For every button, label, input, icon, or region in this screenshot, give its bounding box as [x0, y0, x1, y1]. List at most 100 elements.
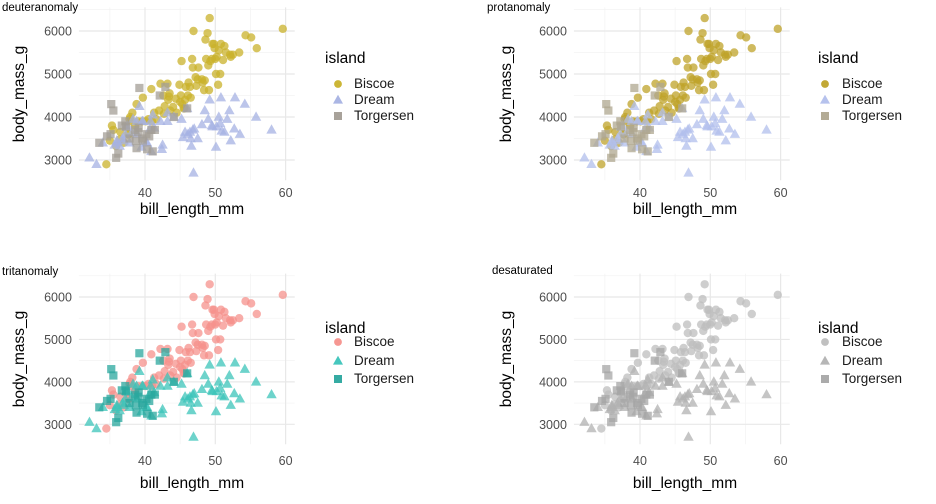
y-tick-label: 3000	[539, 154, 567, 168]
data-point	[125, 134, 134, 143]
data-point	[705, 405, 717, 416]
data-point	[682, 54, 692, 64]
data-point	[239, 363, 251, 373]
data-point	[609, 413, 618, 423]
data-point	[186, 404, 197, 415]
data-point	[698, 113, 709, 123]
data-point	[627, 144, 636, 153]
data-point	[607, 418, 616, 427]
data-point	[609, 149, 618, 158]
points-biscoe	[102, 280, 287, 433]
data-point	[185, 397, 196, 407]
data-point	[711, 69, 720, 79]
data-point	[278, 290, 287, 300]
data-point	[616, 387, 626, 396]
data-point	[252, 44, 261, 53]
data-point	[714, 391, 725, 401]
data-point	[175, 80, 184, 89]
data-point	[183, 369, 192, 378]
x-tick-label: 60	[774, 186, 788, 200]
data-point	[643, 411, 652, 420]
data-point	[761, 388, 772, 399]
data-point	[695, 341, 704, 350]
data-point	[84, 152, 95, 162]
y-axis-title: body_mass_g	[498, 310, 515, 408]
data-point	[710, 117, 721, 128]
data-point	[601, 130, 610, 139]
data-point	[678, 369, 687, 378]
data-point	[161, 82, 170, 91]
data-point	[192, 81, 201, 91]
data-point	[121, 122, 131, 131]
data-point	[177, 56, 186, 66]
data-point	[218, 55, 228, 65]
data-point	[687, 346, 696, 356]
data-point	[710, 92, 722, 102]
data-point	[128, 108, 137, 117]
data-point	[684, 123, 695, 133]
data-point	[222, 113, 233, 123]
data-point	[150, 125, 159, 134]
data-point	[708, 376, 720, 386]
y-tick-label: 5000	[44, 333, 72, 347]
data-point	[135, 349, 144, 358]
data-point	[175, 345, 184, 355]
data-point	[579, 416, 590, 426]
data-point	[114, 404, 125, 415]
data-point	[761, 124, 772, 134]
data-point	[713, 55, 723, 65]
data-point	[708, 345, 718, 355]
data-point	[203, 28, 212, 38]
data-point	[112, 418, 121, 427]
data-point	[200, 341, 209, 350]
data-point	[745, 111, 757, 121]
data-point	[162, 380, 173, 390]
data-point	[699, 351, 709, 360]
data-point	[719, 104, 730, 115]
data-point	[640, 115, 651, 125]
y-tick-label: 4000	[539, 375, 567, 389]
data-point	[121, 387, 131, 396]
data-point	[632, 380, 644, 390]
data-point	[683, 167, 694, 177]
y-tick-label: 6000	[44, 291, 72, 305]
data-point	[699, 94, 710, 104]
data-point	[604, 371, 613, 380]
data-point	[629, 388, 638, 397]
data-point	[633, 401, 642, 410]
data-point	[228, 316, 238, 325]
data-point	[134, 388, 143, 397]
data-point	[224, 104, 235, 115]
data-point	[185, 132, 196, 143]
data-point	[204, 359, 215, 369]
data-point	[107, 365, 116, 374]
data-point	[204, 85, 214, 95]
data-point	[681, 404, 692, 415]
x-tick-label: 40	[633, 186, 647, 200]
data-point	[590, 138, 599, 147]
data-point	[145, 396, 154, 406]
data-point	[252, 309, 261, 319]
y-tick-label: 5000	[539, 68, 567, 82]
data-point	[720, 135, 731, 145]
data-point	[134, 123, 143, 132]
data-point	[724, 92, 736, 102]
data-point	[109, 371, 118, 380]
data-point	[109, 106, 118, 115]
data-point	[147, 109, 158, 119]
data-point	[196, 383, 208, 393]
data-point	[708, 111, 720, 121]
data-point	[710, 357, 722, 367]
data-point	[266, 388, 277, 399]
data-point	[747, 309, 756, 319]
data-point	[628, 392, 638, 401]
data-point	[135, 83, 144, 93]
data-point	[694, 369, 705, 380]
data-point	[137, 380, 149, 390]
data-point	[643, 147, 652, 156]
x-tick-label: 60	[774, 454, 788, 468]
data-point	[715, 307, 724, 317]
data-point	[773, 24, 782, 34]
data-point	[628, 127, 638, 137]
